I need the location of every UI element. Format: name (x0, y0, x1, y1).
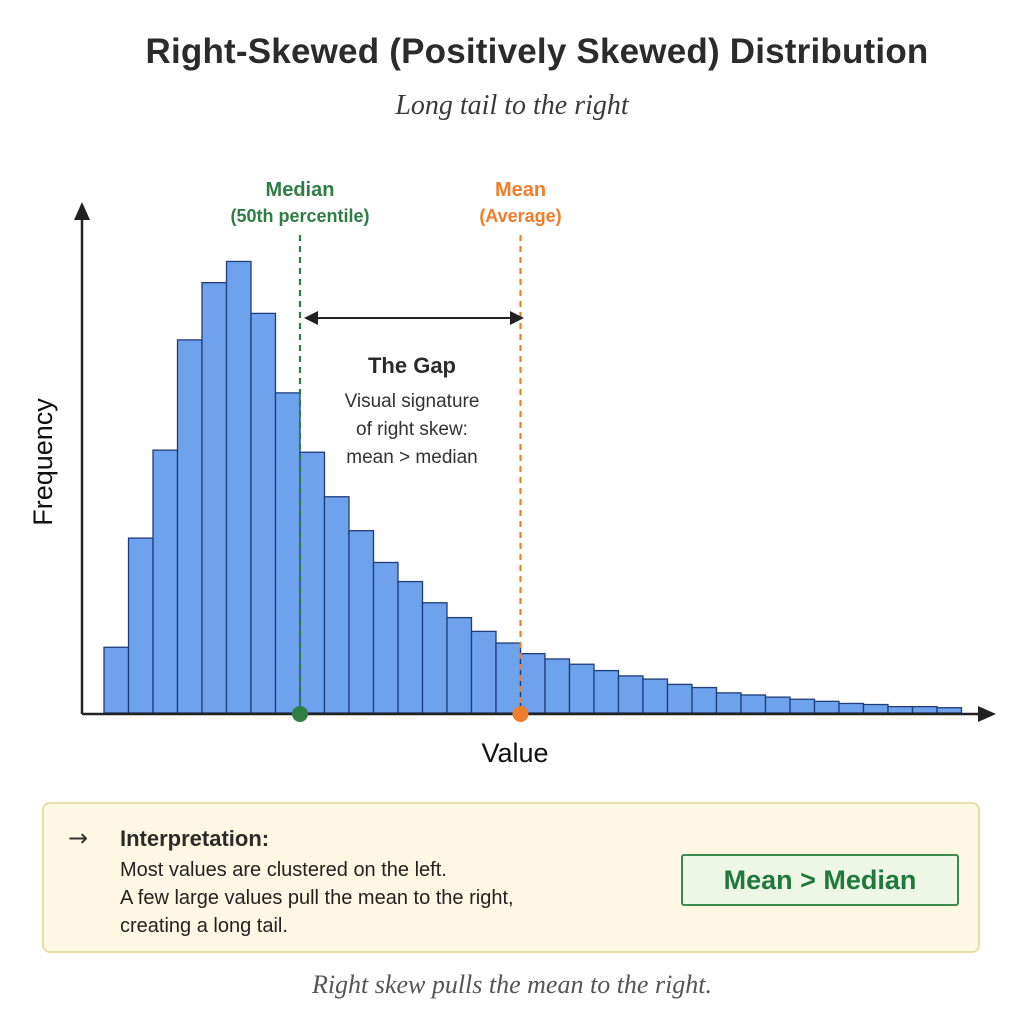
gap-line-2: of right skew: (356, 419, 468, 440)
gap-line-1: Visual signature (345, 391, 480, 412)
interpretation-panel: → Interpretation: Most values are cluste… (42, 802, 980, 953)
histogram-bar (397, 580, 424, 714)
histogram-bar (519, 652, 546, 714)
gap-title: The Gap (368, 353, 456, 378)
interpretation-heading: Interpretation: (120, 826, 270, 851)
chart-title: Right-Skewed (Positively Skewed) Distrib… (145, 32, 929, 71)
histogram-bar (323, 496, 350, 714)
markers-group: Median (50th percentile) Mean (Average) (230, 179, 562, 722)
interpretation-line: creating a long tail. (120, 915, 288, 937)
mean-greater-median-badge: Mean > Median (681, 854, 959, 906)
histogram-bar (715, 692, 742, 714)
histogram-bar (617, 675, 644, 714)
arrow-right-icon: → (68, 824, 89, 852)
histogram-bar (103, 646, 130, 714)
histogram-bar (838, 702, 865, 714)
histogram-bar (225, 260, 252, 714)
gap-arrow-left-head (304, 311, 318, 325)
figure-caption: Right skew pulls the mean to the right. (311, 970, 713, 999)
histogram-bar (299, 451, 326, 714)
histogram-bar (274, 392, 301, 714)
histogram-bar (813, 700, 840, 714)
histogram-bar (470, 630, 497, 714)
bars-group (103, 260, 963, 714)
median-label: Median (266, 179, 335, 201)
histogram-bar (568, 663, 595, 714)
histogram-bar (152, 449, 179, 714)
histogram-bar (446, 616, 473, 714)
histogram-bar (201, 281, 228, 714)
histogram-bar (176, 339, 203, 714)
histogram-bar (642, 678, 669, 714)
mean-label: Mean (495, 179, 546, 201)
histogram-bar (789, 698, 816, 714)
histogram-bar (544, 658, 571, 714)
median-sublabel: (50th percentile) (230, 206, 369, 226)
mean-sublabel: (Average) (479, 206, 561, 226)
histogram-bar (740, 694, 767, 714)
histogram-bar (421, 602, 448, 714)
x-axis-arrowhead (978, 706, 996, 722)
median-point (292, 706, 308, 722)
histogram-bar (764, 696, 791, 714)
interpretation-line: Most values are clustered on the left. (120, 859, 447, 881)
y-axis-label: Frequency (28, 398, 58, 526)
histogram-bar (691, 686, 718, 714)
y-axis-arrowhead (74, 202, 90, 220)
x-axis-label: Value (481, 738, 548, 768)
gap-arrow-right-head (510, 311, 524, 325)
mean-point (512, 706, 529, 722)
histogram-bar (348, 530, 375, 714)
interpretation-text: Most values are clustered on the left. A… (120, 856, 514, 940)
histogram-bar (495, 642, 522, 714)
histogram-bar (593, 669, 620, 714)
gap-line-3: mean > median (346, 447, 478, 468)
histogram-bar (911, 705, 938, 714)
histogram-bar (372, 561, 399, 714)
interpretation-line: A few large values pull the mean to the … (120, 887, 514, 909)
histogram-bar (250, 312, 277, 714)
histogram-bar (887, 705, 914, 714)
histogram-bar (127, 537, 154, 714)
chart-subtitle: Long tail to the right (395, 90, 629, 121)
histogram-bar (936, 707, 963, 714)
histogram-bar (862, 703, 889, 714)
histogram-chart: Value Frequency Median(50th percentile)M… (28, 179, 996, 768)
histogram-bar (666, 683, 693, 714)
